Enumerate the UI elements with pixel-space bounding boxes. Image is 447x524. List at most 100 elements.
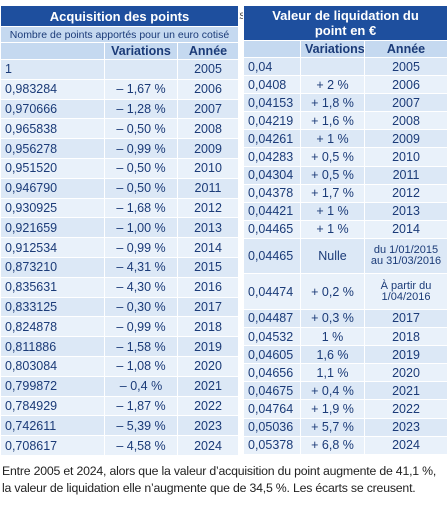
year-cell: 2018 <box>177 316 239 338</box>
stray-text: ts <box>236 8 246 22</box>
column-header: Variations <box>300 40 365 58</box>
variation-cell: + 0,4 % <box>300 381 365 401</box>
variation-cell: – 4,31 % <box>104 256 178 278</box>
variation-cell: – 0,50 % <box>104 157 178 179</box>
variation-cell: 1 % <box>300 327 365 347</box>
year-cell: 2006 <box>363 75 447 95</box>
year-cell: 2022 <box>363 399 447 419</box>
value-cell: 0,04 <box>243 56 301 77</box>
variation-cell: – 1,87 % <box>104 395 178 417</box>
variation-cell: – 0,4 % <box>104 375 178 397</box>
value-cell: 0,799872 <box>0 375 105 397</box>
value-cell: 0,956278 <box>0 138 105 159</box>
value-cell: 0,04465 <box>243 237 301 275</box>
variation-cell: – 1,68 % <box>104 197 178 219</box>
table-row: 0,04421 + 1 % 2013 <box>243 201 447 221</box>
value-cell: 0,04421 <box>243 201 301 221</box>
table-row: 0,04656 1,1 % 2020 <box>243 363 447 383</box>
value-cell: 0,05378 <box>243 435 301 455</box>
table-row: 0,811886– 1,58 % 2019 <box>0 336 239 357</box>
value-cell: 0,04764 <box>243 399 301 419</box>
value-cell: 0,742611 <box>0 415 105 437</box>
value-cell: 0,708617 <box>0 435 105 456</box>
value-cell: 0,04153 <box>243 93 301 113</box>
column-header <box>0 42 105 60</box>
table-row: 0,946790– 0,50 % 2011 <box>0 177 239 199</box>
year-cell: 2020 <box>177 355 239 377</box>
table-row: 0,04764 + 1,9 % 2022 <box>243 399 447 419</box>
footnote: Entre 2005 et 2024, alors que la valeur … <box>2 464 437 495</box>
year-cell: 2010 <box>177 157 239 179</box>
value-cell: 0,873210 <box>0 256 105 278</box>
value-cell: 0,04675 <box>243 381 301 401</box>
year-cell: 2006 <box>177 78 239 100</box>
table-row: 0,04487 + 0,3 % 2017 <box>243 308 447 329</box>
variation-cell: – 4,30 % <box>104 276 178 298</box>
year-cell: 2005 <box>177 59 239 80</box>
table-row: 0,824878– 0,99 % 2018 <box>0 316 239 338</box>
table-row: 0,04605 1,6 % 2019 <box>243 345 447 365</box>
year-cell: 2005 <box>363 56 447 77</box>
table-row: 0,970666– 1,28 % 2007 <box>0 98 239 120</box>
variation-cell: + 0,2 % <box>300 273 365 310</box>
variation-cell: + 1 % <box>300 201 365 221</box>
value-cell: 0,951520 <box>0 157 105 179</box>
year-cell: 2022 <box>177 395 239 417</box>
table-row: 0,04675 + 0,4 % 2021 <box>243 381 447 401</box>
table-row: 0,04378 + 1,7 % 2012 <box>243 183 447 203</box>
table-row: 0,708617– 4,58 % 2024 <box>0 435 239 456</box>
value-cell: 0,921659 <box>0 217 105 239</box>
variation-cell: – 0,99 % <box>104 316 178 338</box>
value-cell: 0,965838 <box>0 118 105 140</box>
value-cell: 0,930925 <box>0 197 105 219</box>
table-row: 0,742611– 5,39 % 2023 <box>0 415 239 437</box>
variation-cell: + 1,9 % <box>300 399 365 419</box>
table-row: 0,803084– 1,08 % 2020 <box>0 355 239 377</box>
year-cell: 2017 <box>177 296 239 318</box>
year-cell: 2017 <box>363 308 447 329</box>
year-cell: 2019 <box>363 345 447 365</box>
value-cell: 0,04487 <box>243 308 301 329</box>
value-cell: 1 <box>0 59 105 80</box>
value-cell: 0,835631 <box>0 276 105 298</box>
value-cell: 0,04219 <box>243 111 301 131</box>
year-cell: 2007 <box>363 93 447 113</box>
year-cell: 2019 <box>177 336 239 357</box>
variation-cell: + 1 % <box>300 219 365 239</box>
year-cell: 2011 <box>363 165 447 185</box>
table-row: 0,04465 + 1 % 2014 <box>243 219 447 239</box>
year-cell: 2014 <box>177 237 239 258</box>
year-cell: 2012 <box>363 183 447 203</box>
value-cell: 0,04474 <box>243 273 301 310</box>
year-cell: 2020 <box>363 363 447 383</box>
value-cell: 0,04304 <box>243 165 301 185</box>
table-row: 0,0408 + 2 % 2006 <box>243 75 447 95</box>
variation-cell: 1,1 % <box>300 363 365 383</box>
table-row: 0,965838– 0,50 % 2008 <box>0 118 239 140</box>
column-header: Variations <box>104 42 178 60</box>
year-cell: 2014 <box>363 219 447 239</box>
variation-cell: – 1,58 % <box>104 336 178 357</box>
year-cell: 2024 <box>177 435 239 456</box>
table-row: 0,04465 Nulle du 1/01/2015 au 31/03/2016 <box>243 237 447 275</box>
column-header: Année <box>177 42 239 60</box>
variation-cell: – 1,08 % <box>104 355 178 377</box>
variation-cell: – 5,39 % <box>104 415 178 437</box>
value-cell: 0,05036 <box>243 417 301 437</box>
variation-cell: – 0,30 % <box>104 296 178 318</box>
variation-cell: – 1,00 % <box>104 217 178 239</box>
variation-cell: + 1 % <box>300 129 365 149</box>
year-cell: 2024 <box>363 435 447 455</box>
year-cell: 2008 <box>177 118 239 140</box>
table-row: 0,05036 + 5,7 % 2023 <box>243 417 447 437</box>
table-row: 0,04 2005 <box>243 56 447 77</box>
table-title: Acquisition des points <box>0 5 239 27</box>
table-row: 0,873210– 4,31 % 2015 <box>0 256 239 278</box>
table-row: 0,04532 1 % 2018 <box>243 327 447 347</box>
year-cell: 2023 <box>177 415 239 437</box>
acquisition-table: Acquisition des points Nombre de points … <box>0 5 239 456</box>
year-cell: 2010 <box>363 147 447 167</box>
year-cell: 2021 <box>177 375 239 397</box>
table-row: 0,04219 + 1,6 % 2008 <box>243 111 447 131</box>
